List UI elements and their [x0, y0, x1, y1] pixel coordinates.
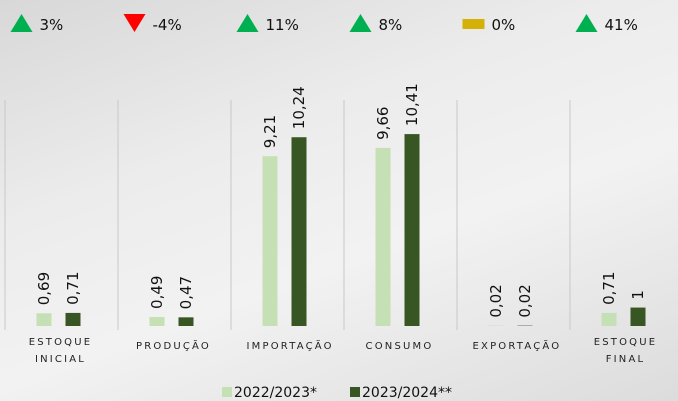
- value-label: 9,66: [374, 107, 392, 140]
- change-icon: [123, 14, 146, 32]
- x-tick-label: IMPORTAÇÃO: [246, 341, 334, 352]
- x-tick-label: PRODUÇÃO: [136, 341, 211, 352]
- bar: [291, 137, 307, 326]
- category-label-box: EXPORTAÇÃO: [453, 334, 573, 355]
- value-label: 10,41: [403, 83, 421, 126]
- category-label-box: ESTOQUE INICIAL: [1, 334, 121, 368]
- change-icon: [10, 14, 33, 32]
- bar: [404, 134, 420, 326]
- value-label: 0,49: [148, 276, 166, 309]
- legend-label: 2023/2024**: [362, 385, 452, 401]
- change-icon: [575, 14, 598, 32]
- bar: [149, 316, 165, 326]
- x-tick-label: EXPORTAÇÃO: [472, 341, 562, 352]
- value-label: 9,21: [261, 115, 279, 148]
- bar: [36, 313, 52, 326]
- value-label: 0,47: [177, 276, 195, 309]
- legend-label: 2022/2023*: [234, 385, 317, 401]
- value-label: 1: [629, 290, 647, 300]
- change-label: 41%: [605, 16, 638, 34]
- bar: [262, 156, 278, 326]
- category-label-box: CONSUMO: [340, 334, 460, 355]
- category-label-box: IMPORTAÇÃO: [227, 334, 347, 355]
- bar: [630, 307, 646, 326]
- legend-swatch: [222, 387, 232, 397]
- change-icon: [349, 14, 372, 32]
- value-label: 10,24: [290, 86, 308, 129]
- change-label: -4%: [153, 16, 182, 34]
- change-label: 3%: [40, 16, 64, 34]
- category-label-box: ESTOQUE FINAL: [566, 334, 678, 368]
- change-icon: [236, 14, 259, 32]
- change-icon: [462, 19, 485, 29]
- x-tick-label: CONSUMO: [365, 341, 434, 352]
- bar: [601, 312, 617, 326]
- value-label: 0,69: [35, 272, 53, 305]
- category-label-box: PRODUÇÃO: [114, 334, 234, 355]
- value-label: 0,71: [600, 272, 618, 305]
- change-label: 8%: [379, 16, 403, 34]
- value-label: 0,02: [487, 284, 505, 317]
- legend-swatch: [350, 387, 360, 397]
- x-tick-label: ESTOQUE FINAL: [593, 337, 658, 365]
- value-label: 0,02: [516, 284, 534, 317]
- change-label: 11%: [266, 16, 299, 34]
- bar: [178, 317, 194, 326]
- change-label: 0%: [492, 16, 516, 34]
- bar: [65, 312, 81, 326]
- bar: [375, 147, 391, 326]
- x-tick-label: ESTOQUE INICIAL: [28, 337, 93, 365]
- value-label: 0,71: [64, 272, 82, 305]
